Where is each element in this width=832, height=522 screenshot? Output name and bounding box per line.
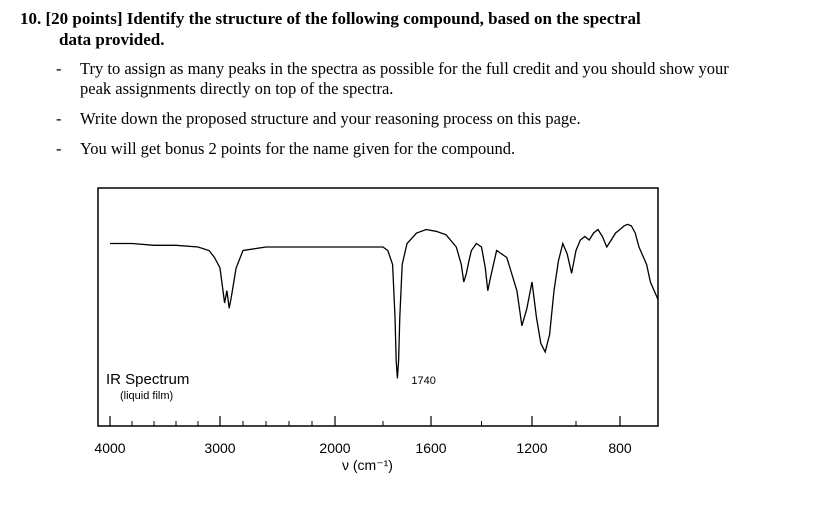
x-axis-label: ν (cm⁻¹) [342, 457, 393, 473]
question-title-line2: data provided. [59, 30, 165, 49]
instruction-item: - Try to assign as many peaks in the spe… [20, 59, 820, 99]
question-block: 10. [20 points] Identify the structure o… [20, 8, 820, 169]
question-number: 10. [20 points] [20, 9, 123, 28]
x-tick-label: 4000 [94, 440, 125, 456]
ir-spectrum-figure: 4000 3000 2000 1600 1200 800 IR Spectrum (liq… [80, 182, 680, 482]
x-tick-label: 1600 [415, 440, 446, 456]
instruction-item: - Write down the proposed structure and … [20, 109, 820, 129]
question-title: 10. [20 points] Identify the structure o… [20, 8, 820, 50]
chart-title: IR Spectrum [106, 371, 189, 388]
peak-label: 1740 [411, 375, 435, 387]
ir-spectrum-chart: 4000 3000 2000 1600 1200 800 IR Spectrum (liq… [94, 187, 659, 473]
x-tick-label: 1200 [516, 440, 547, 456]
instruction-list: - Try to assign as many peaks in the spe… [20, 59, 820, 159]
x-tick-label: 2000 [319, 440, 350, 456]
x-tick-label: 800 [608, 440, 632, 456]
bullet-dash: - [56, 139, 62, 158]
question-title-line1: Identify the structure of the following … [122, 9, 641, 28]
instruction-text-line1: Try to assign as many peaks in the spect… [80, 59, 729, 78]
bullet-dash: - [56, 109, 62, 128]
spectrum-trace [110, 223, 659, 379]
instruction-text-line1: Write down the proposed structure and yo… [80, 109, 581, 128]
instruction-text-line2: peak assignments directly on top of the … [80, 79, 394, 98]
instruction-text-line1: You will get bonus 2 points for the name… [80, 139, 516, 158]
bullet-dash: - [56, 59, 62, 78]
instruction-item: - You will get bonus 2 points for the na… [20, 139, 820, 159]
chart-subtitle: (liquid film) [120, 390, 173, 402]
x-tick-label: 3000 [204, 440, 235, 456]
plot-frame [97, 187, 659, 427]
